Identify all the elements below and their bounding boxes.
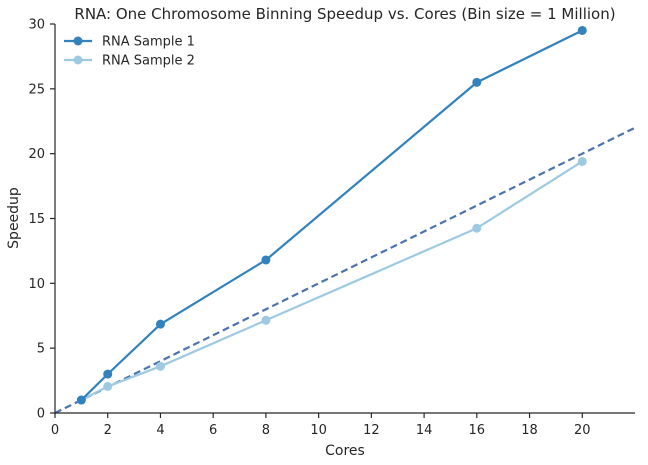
- x-tick-label: 18: [521, 423, 538, 438]
- x-tick-label: 8: [262, 423, 270, 438]
- legend: RNA Sample 1 RNA Sample 2: [64, 35, 195, 69]
- data-point: [155, 361, 165, 371]
- series-line: [80, 160, 583, 402]
- x-tick-label: 2: [104, 423, 112, 438]
- y-tick-label: 0: [37, 407, 45, 422]
- y-tick-label: 5: [37, 342, 45, 357]
- series-line: [80, 29, 583, 401]
- series-1: [76, 25, 587, 405]
- y-tick-label: 30: [28, 18, 45, 33]
- data-point: [103, 369, 113, 379]
- legend-label: RNA Sample 2: [102, 54, 195, 69]
- x-tick-label: 14: [416, 423, 433, 438]
- data-point: [261, 315, 271, 325]
- legend-swatch-marker: [73, 55, 83, 65]
- legend-swatch-marker: [73, 36, 83, 46]
- x-tick-label: 10: [310, 423, 327, 438]
- chart-title: RNA: One Chromosome Binning Speedup vs. …: [74, 5, 615, 23]
- y-axis-title: Speedup: [6, 187, 22, 249]
- x-tick-label: 12: [363, 423, 380, 438]
- x-axis-ticks: 0 2 4 6 8 10 12 14 16 18 20: [51, 413, 591, 438]
- x-axis-title: Cores: [325, 443, 365, 459]
- data-point: [155, 319, 165, 329]
- series-layer: [76, 25, 587, 405]
- ideal-speedup-reference-line: [54, 126, 636, 414]
- y-tick-label: 25: [28, 82, 45, 97]
- x-tick-label: 20: [574, 423, 591, 438]
- y-tick-label: 15: [28, 212, 45, 227]
- x-tick-label: 0: [51, 423, 59, 438]
- legend-item: RNA Sample 1: [64, 35, 195, 50]
- data-point: [103, 381, 113, 391]
- legend-item: RNA Sample 2: [64, 54, 195, 69]
- data-point: [261, 255, 271, 265]
- x-tick-label: 6: [209, 423, 217, 438]
- y-tick-label: 20: [28, 147, 45, 162]
- x-tick-label: 16: [469, 423, 486, 438]
- data-point: [472, 77, 482, 87]
- reference-line-layer: [54, 126, 636, 414]
- data-point: [472, 223, 482, 233]
- data-point: [76, 395, 86, 405]
- data-point: [577, 25, 587, 35]
- series-2: [76, 156, 587, 405]
- y-axis-ticks: 0 5 10 15 20 25 30: [28, 18, 55, 422]
- legend-label: RNA Sample 1: [102, 35, 195, 50]
- x-tick-label: 4: [156, 423, 164, 438]
- data-point: [577, 156, 587, 166]
- y-tick-label: 10: [28, 277, 45, 292]
